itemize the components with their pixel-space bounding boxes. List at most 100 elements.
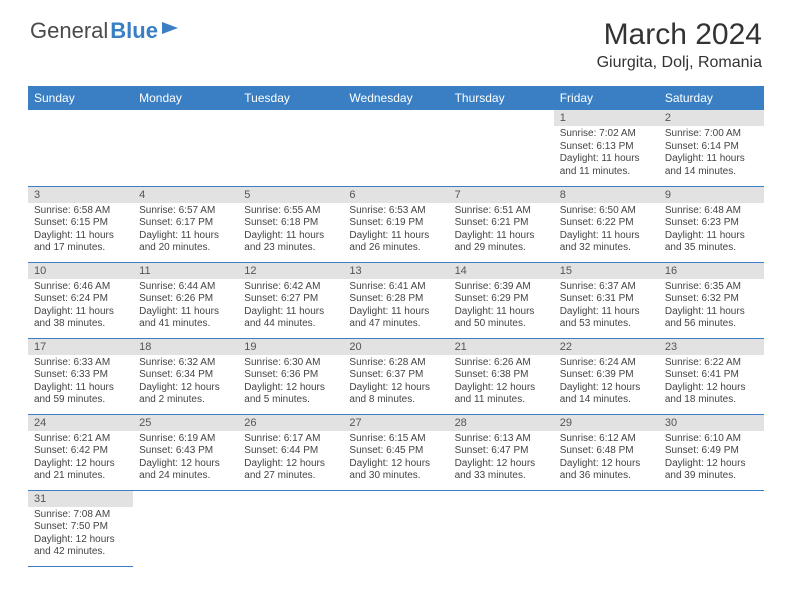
calendar-day-cell: 30Sunrise: 6:10 AMSunset: 6:49 PMDayligh… xyxy=(659,414,764,490)
sunset-text: Sunset: 6:18 PM xyxy=(244,217,337,230)
daylight-text: Daylight: 11 hours and 17 minutes. xyxy=(34,230,127,255)
calendar-day-cell: 26Sunrise: 6:17 AMSunset: 6:44 PMDayligh… xyxy=(238,414,343,490)
day-number: 11 xyxy=(133,263,238,279)
sunrise-text: Sunrise: 6:46 AM xyxy=(34,281,127,294)
sunrise-text: Sunrise: 6:57 AM xyxy=(139,205,232,218)
weekday-header: Saturday xyxy=(659,86,764,110)
calendar-day-cell: 5Sunrise: 6:55 AMSunset: 6:18 PMDaylight… xyxy=(238,186,343,262)
sunset-text: Sunset: 6:36 PM xyxy=(244,369,337,382)
weekday-header: Friday xyxy=(554,86,659,110)
calendar-table: SundayMondayTuesdayWednesdayThursdayFrid… xyxy=(28,86,764,567)
sunset-text: Sunset: 6:32 PM xyxy=(665,293,758,306)
sunrise-text: Sunrise: 6:15 AM xyxy=(349,433,442,446)
sunset-text: Sunset: 6:22 PM xyxy=(560,217,653,230)
day-number: 28 xyxy=(449,415,554,431)
day-details: Sunrise: 6:10 AMSunset: 6:49 PMDaylight:… xyxy=(659,431,764,487)
location-subtitle: Giurgita, Dolj, Romania xyxy=(597,54,762,72)
sunset-text: Sunset: 6:45 PM xyxy=(349,445,442,458)
calendar-day-cell: 29Sunrise: 6:12 AMSunset: 6:48 PMDayligh… xyxy=(554,414,659,490)
day-number: 10 xyxy=(28,263,133,279)
calendar-week-row: 24Sunrise: 6:21 AMSunset: 6:42 PMDayligh… xyxy=(28,414,764,490)
sunrise-text: Sunrise: 6:44 AM xyxy=(139,281,232,294)
day-details: Sunrise: 6:57 AMSunset: 6:17 PMDaylight:… xyxy=(133,203,238,259)
calendar-day-cell: 31Sunrise: 7:08 AMSunset: 7:50 PMDayligh… xyxy=(28,490,133,566)
calendar-day-cell: 13Sunrise: 6:41 AMSunset: 6:28 PMDayligh… xyxy=(343,262,448,338)
daylight-text: Daylight: 11 hours and 32 minutes. xyxy=(560,230,653,255)
calendar-empty-cell xyxy=(343,490,448,566)
calendar-day-cell: 12Sunrise: 6:42 AMSunset: 6:27 PMDayligh… xyxy=(238,262,343,338)
sunset-text: Sunset: 6:23 PM xyxy=(665,217,758,230)
day-number: 31 xyxy=(28,491,133,507)
calendar-empty-cell xyxy=(28,110,133,186)
calendar-day-cell: 22Sunrise: 6:24 AMSunset: 6:39 PMDayligh… xyxy=(554,338,659,414)
sunset-text: Sunset: 6:42 PM xyxy=(34,445,127,458)
sunrise-text: Sunrise: 6:19 AM xyxy=(139,433,232,446)
sunrise-text: Sunrise: 7:00 AM xyxy=(665,128,758,141)
calendar-empty-cell xyxy=(133,490,238,566)
calendar-empty-cell xyxy=(238,110,343,186)
day-number: 5 xyxy=(238,187,343,203)
day-details: Sunrise: 6:58 AMSunset: 6:15 PMDaylight:… xyxy=(28,203,133,259)
calendar-day-cell: 23Sunrise: 6:22 AMSunset: 6:41 PMDayligh… xyxy=(659,338,764,414)
sunset-text: Sunset: 6:17 PM xyxy=(139,217,232,230)
calendar-empty-cell xyxy=(133,110,238,186)
day-number: 7 xyxy=(449,187,554,203)
calendar-day-cell: 25Sunrise: 6:19 AMSunset: 6:43 PMDayligh… xyxy=(133,414,238,490)
day-details: Sunrise: 6:32 AMSunset: 6:34 PMDaylight:… xyxy=(133,355,238,411)
day-number: 13 xyxy=(343,263,448,279)
daylight-text: Daylight: 11 hours and 59 minutes. xyxy=(34,382,127,407)
sunrise-text: Sunrise: 6:21 AM xyxy=(34,433,127,446)
sunset-text: Sunset: 6:29 PM xyxy=(455,293,548,306)
day-details: Sunrise: 6:17 AMSunset: 6:44 PMDaylight:… xyxy=(238,431,343,487)
sunset-text: Sunset: 6:15 PM xyxy=(34,217,127,230)
daylight-text: Daylight: 12 hours and 24 minutes. xyxy=(139,458,232,483)
day-details: Sunrise: 7:00 AMSunset: 6:14 PMDaylight:… xyxy=(659,126,764,182)
sunrise-text: Sunrise: 7:02 AM xyxy=(560,128,653,141)
sunrise-text: Sunrise: 6:24 AM xyxy=(560,357,653,370)
day-details: Sunrise: 6:50 AMSunset: 6:22 PMDaylight:… xyxy=(554,203,659,259)
day-number: 23 xyxy=(659,339,764,355)
sunset-text: Sunset: 6:44 PM xyxy=(244,445,337,458)
day-details: Sunrise: 6:35 AMSunset: 6:32 PMDaylight:… xyxy=(659,279,764,335)
calendar-day-cell: 10Sunrise: 6:46 AMSunset: 6:24 PMDayligh… xyxy=(28,262,133,338)
sunrise-text: Sunrise: 6:50 AM xyxy=(560,205,653,218)
sunset-text: Sunset: 6:24 PM xyxy=(34,293,127,306)
daylight-text: Daylight: 11 hours and 14 minutes. xyxy=(665,153,758,178)
daylight-text: Daylight: 12 hours and 2 minutes. xyxy=(139,382,232,407)
calendar-day-cell: 16Sunrise: 6:35 AMSunset: 6:32 PMDayligh… xyxy=(659,262,764,338)
sunrise-text: Sunrise: 6:30 AM xyxy=(244,357,337,370)
day-details: Sunrise: 6:30 AMSunset: 6:36 PMDaylight:… xyxy=(238,355,343,411)
day-number: 21 xyxy=(449,339,554,355)
sunrise-text: Sunrise: 6:37 AM xyxy=(560,281,653,294)
day-details: Sunrise: 6:28 AMSunset: 6:37 PMDaylight:… xyxy=(343,355,448,411)
sunset-text: Sunset: 6:41 PM xyxy=(665,369,758,382)
sunrise-text: Sunrise: 6:35 AM xyxy=(665,281,758,294)
day-details: Sunrise: 7:08 AMSunset: 7:50 PMDaylight:… xyxy=(28,507,133,563)
calendar-day-cell: 8Sunrise: 6:50 AMSunset: 6:22 PMDaylight… xyxy=(554,186,659,262)
sunrise-text: Sunrise: 6:48 AM xyxy=(665,205,758,218)
daylight-text: Daylight: 12 hours and 5 minutes. xyxy=(244,382,337,407)
day-details: Sunrise: 6:46 AMSunset: 6:24 PMDaylight:… xyxy=(28,279,133,335)
calendar-day-cell: 4Sunrise: 6:57 AMSunset: 6:17 PMDaylight… xyxy=(133,186,238,262)
sunrise-text: Sunrise: 6:17 AM xyxy=(244,433,337,446)
day-number: 29 xyxy=(554,415,659,431)
calendar-week-row: 17Sunrise: 6:33 AMSunset: 6:33 PMDayligh… xyxy=(28,338,764,414)
calendar-empty-cell xyxy=(238,490,343,566)
day-details: Sunrise: 6:53 AMSunset: 6:19 PMDaylight:… xyxy=(343,203,448,259)
daylight-text: Daylight: 11 hours and 44 minutes. xyxy=(244,306,337,331)
daylight-text: Daylight: 11 hours and 20 minutes. xyxy=(139,230,232,255)
day-number: 22 xyxy=(554,339,659,355)
calendar-day-cell: 18Sunrise: 6:32 AMSunset: 6:34 PMDayligh… xyxy=(133,338,238,414)
weekday-header: Tuesday xyxy=(238,86,343,110)
day-number: 16 xyxy=(659,263,764,279)
day-details: Sunrise: 6:51 AMSunset: 6:21 PMDaylight:… xyxy=(449,203,554,259)
daylight-text: Daylight: 12 hours and 27 minutes. xyxy=(244,458,337,483)
day-number: 6 xyxy=(343,187,448,203)
daylight-text: Daylight: 11 hours and 26 minutes. xyxy=(349,230,442,255)
calendar-week-row: 31Sunrise: 7:08 AMSunset: 7:50 PMDayligh… xyxy=(28,490,764,566)
daylight-text: Daylight: 11 hours and 50 minutes. xyxy=(455,306,548,331)
day-details: Sunrise: 7:02 AMSunset: 6:13 PMDaylight:… xyxy=(554,126,659,182)
daylight-text: Daylight: 12 hours and 42 minutes. xyxy=(34,534,127,559)
sunset-text: Sunset: 6:33 PM xyxy=(34,369,127,382)
day-number: 20 xyxy=(343,339,448,355)
